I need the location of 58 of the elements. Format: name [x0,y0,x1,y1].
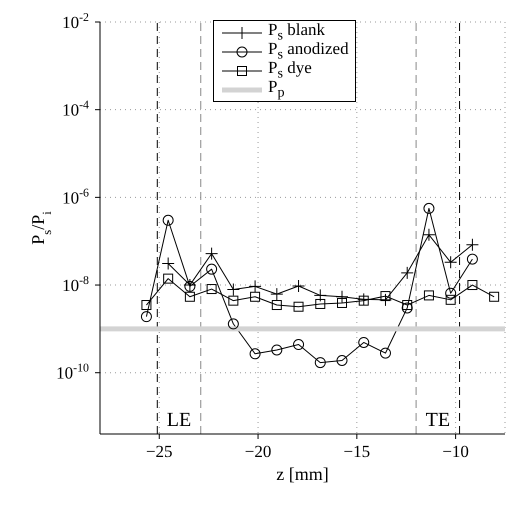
point [380,348,391,359]
y-tick-label: 10$^{-2}$ [62,10,90,32]
point [466,238,479,252]
point [336,354,348,366]
point [314,288,327,302]
point [184,292,195,302]
point [162,214,174,226]
point [272,300,282,310]
point [380,291,390,302]
point [162,256,175,270]
annotation: TE [426,409,450,431]
point [444,256,458,269]
point [270,288,284,301]
point [445,288,456,299]
point [205,247,218,260]
point [314,357,326,368]
x-axis-title: z [mm] [276,464,329,484]
point [140,311,152,322]
point [446,294,456,305]
point [292,280,306,293]
point [294,302,304,312]
point [378,293,392,306]
point [358,336,370,348]
point [271,344,282,356]
point [402,300,412,310]
point [422,228,436,242]
point [206,264,218,275]
point [400,266,414,280]
point [466,254,478,265]
y-tick-label: 10$^{-6}$ [62,185,90,208]
point [336,290,349,304]
point [228,296,238,306]
x-tick-label: −15 [344,442,370,461]
point [357,292,370,306]
point [228,318,239,330]
annotation: LE [166,409,192,431]
point [141,300,152,310]
point [250,292,260,302]
x-tick-label: −20 [244,442,272,461]
point [467,280,478,290]
point [248,280,262,293]
point [358,296,369,306]
point [163,274,174,284]
point [293,339,304,350]
point [424,290,434,300]
point [402,302,413,314]
y-tick-label: 10$^{-4}$ [62,98,90,120]
point [489,292,500,302]
point [226,283,240,296]
point [250,348,261,360]
x-tick-label: −10 [442,442,469,461]
y-tick-label: 10$^{-10}$ [56,360,90,383]
point [423,202,434,214]
point [315,298,326,309]
point [337,298,348,308]
point [206,284,217,294]
y-tick-label: 10$^{-8}$ [62,273,90,296]
x-tick-label: −25 [146,442,173,461]
